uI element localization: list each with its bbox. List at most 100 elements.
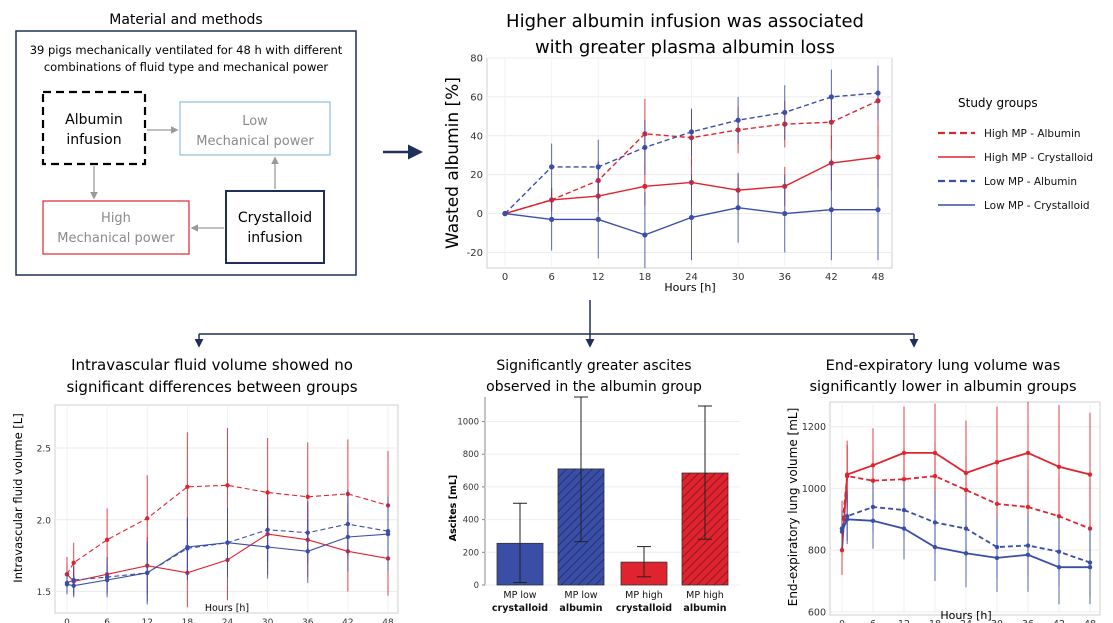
eelv-data-point	[839, 529, 845, 534]
eelv-x-tick-label: 0	[839, 619, 845, 623]
eelv-data-point	[963, 470, 969, 476]
ascites-category-line2: crystalloid	[492, 603, 548, 614]
wasted-data-point	[549, 216, 555, 222]
eelv-data-point	[901, 450, 907, 456]
methods-panel: Material and methods 39 pigs mechanicall…	[15, 12, 357, 276]
ascites-category-line1: MP low	[503, 590, 536, 601]
wasted-albumin-chart: Higher albumin infusion was associated w…	[443, 11, 893, 294]
wasted-data-point	[642, 183, 648, 189]
ivfv-x-tick-label: 12	[142, 618, 153, 623]
ivfv-data-point	[64, 582, 70, 587]
eelv-x-tick-label: 6	[870, 619, 876, 623]
eelv-line-high-mp-albumin	[841, 475, 1091, 530]
ascites-y-ticks: 0 200 400 600 800 1000	[457, 418, 485, 591]
ascites-y-tick-label: 0	[474, 581, 479, 591]
ivfv-data-point	[225, 483, 230, 488]
wasted-data-point	[502, 210, 508, 217]
ivfv-data-point	[104, 537, 110, 543]
wasted-x-tick-label: 24	[685, 272, 698, 283]
wasted-x-tick-label: 12	[592, 272, 605, 283]
wasted-y-tick-label: 20	[470, 170, 483, 181]
ivfv-line-high-mp-crystalloid	[66, 533, 389, 583]
ivfv-x-tick-label: 6	[104, 618, 110, 623]
ivfv-x-tick-label: 42	[342, 618, 353, 623]
wasted-data-point	[782, 210, 788, 217]
ivfv-line-high-mp-albumin	[66, 484, 389, 575]
distribution-connector	[194, 300, 919, 348]
wasted-data-point	[875, 90, 881, 96]
wasted-y-tick-label: 60	[470, 92, 483, 103]
ivfv-data-point	[71, 583, 76, 588]
wasted-y-ticks: -20 0 20 40 60 80	[467, 54, 483, 259]
ivfv-data-point	[185, 544, 190, 550]
crystalloid-box-line2: infusion	[247, 230, 302, 246]
ascites-category-line2: crystalloid	[616, 603, 672, 614]
ascites-title-line1: Significantly greater ascites	[496, 358, 691, 374]
wasted-data-point	[875, 207, 881, 213]
wasted-x-tick-label: 48	[872, 272, 885, 283]
ascites-y-tick-label: 800	[463, 450, 479, 460]
low-mp-box	[179, 101, 331, 156]
albumin-box-line1: Albumin	[65, 112, 123, 128]
ivfv-x-tick-label: 30	[262, 618, 274, 623]
eelv-data-point	[1087, 564, 1093, 570]
ascites-category-line1: MP high	[625, 590, 663, 601]
wasted-data-point	[642, 232, 648, 238]
eelv-data-point	[1025, 552, 1031, 558]
eelv-y-label: End-expiratory lung volume [mL]	[786, 408, 800, 607]
ivfv-y-tick-label: 2.0	[37, 516, 52, 526]
wasted-data-point	[642, 144, 648, 151]
wasted-x-tick-label: 0	[502, 272, 508, 283]
ivfv-line-low-mp-crystalloid	[66, 533, 389, 587]
ivfv-title-line1: Intravascular fluid volume showed no	[71, 356, 353, 374]
ascites-category-line2: albumin	[683, 603, 726, 614]
ascites-category-line2: albumin	[559, 603, 602, 614]
wasted-title-line2: with greater plasma albumin loss	[535, 37, 835, 58]
eelv-x-label: Hours [h]	[940, 609, 991, 622]
ivfv-data-point	[305, 549, 310, 554]
ivfv-title-line2: significant differences between groups	[66, 378, 357, 396]
eelv-data-point	[870, 518, 876, 524]
eelv-data-point	[994, 459, 1000, 465]
eelv-x-tick-label: 42	[1053, 619, 1065, 623]
eelv-data-point	[932, 544, 938, 550]
crystalloid-infusion-box	[225, 190, 325, 264]
ascites-y-tick-label: 200	[463, 548, 479, 558]
wasted-data-point	[828, 207, 834, 213]
ivfv-x-tick-label: 18	[182, 618, 194, 623]
ivfv-y-ticks: 1.5 2.0 2.5	[37, 445, 52, 598]
ivfv-plot-area	[54, 404, 399, 614]
wasted-x-tick-label: 42	[825, 272, 838, 283]
albumin-box-line2: infusion	[66, 132, 121, 148]
wasted-data-point	[549, 164, 555, 170]
wasted-y-tick-label: 0	[477, 209, 483, 220]
high-mp-box	[42, 200, 190, 255]
methods-frame	[15, 30, 357, 276]
eelv-data-point	[994, 555, 1000, 561]
wasted-data-point	[875, 154, 881, 160]
wasted-data-point	[595, 164, 601, 170]
ascites-y-tick-label: 600	[463, 483, 479, 493]
ivfv-data-point	[71, 560, 76, 565]
eelv-line-high-mp-crystalloid	[841, 451, 1091, 551]
legend-label-low-mp-crystalloid: Low MP - Crystalloid	[984, 200, 1090, 212]
ascites-category-line1: MP high	[686, 590, 724, 601]
eelv-title-line1: End-expiratory lung volume was	[826, 358, 1061, 374]
intravascular-volume-chart: Intravascular fluid volume showed no sig…	[11, 356, 399, 623]
ivfv-data-point	[185, 484, 190, 489]
ivfv-data-point	[265, 490, 270, 495]
eelv-x-tick-label: 18	[929, 619, 941, 623]
wasted-x-label: Hours [h]	[664, 281, 715, 294]
eelv-data-point	[1025, 450, 1031, 456]
ascites-category-line1: MP low	[564, 590, 597, 601]
eelv-x-tick-label: 48	[1084, 619, 1096, 623]
eelv-data-point	[932, 450, 938, 456]
eelv-line-low-mp-albumin	[841, 506, 1091, 564]
ivfv-series-low-mp-crystalloid	[64, 496, 391, 605]
methods-description-line1: 39 pigs mechanically ventilated for 48 h…	[30, 43, 343, 57]
eelv-x-tick-label: 30	[991, 619, 1003, 623]
ivfv-data-point	[385, 531, 391, 537]
wasted-data-point	[782, 109, 788, 116]
low-mp-line1: Low	[242, 114, 268, 129]
